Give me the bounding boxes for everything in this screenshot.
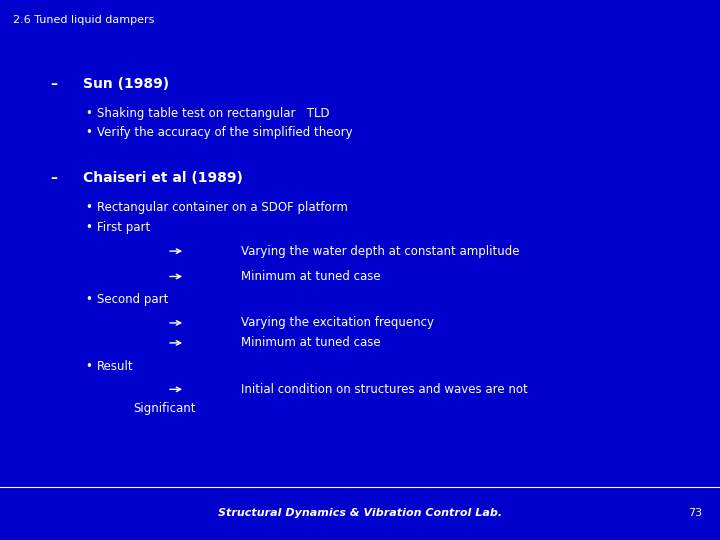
Text: First part: First part [97, 221, 150, 234]
Text: •: • [86, 201, 93, 214]
Text: –: – [50, 77, 58, 91]
Text: •: • [86, 293, 93, 306]
Text: Minimum at tuned case: Minimum at tuned case [241, 270, 381, 283]
Text: Minimum at tuned case: Minimum at tuned case [241, 336, 381, 349]
Text: 2.6 Tuned liquid dampers: 2.6 Tuned liquid dampers [13, 15, 154, 25]
Text: •: • [86, 107, 93, 120]
Text: Shaking table test on rectangular   TLD: Shaking table test on rectangular TLD [97, 107, 330, 120]
Text: Sun (1989): Sun (1989) [83, 77, 169, 91]
Text: Significant: Significant [133, 402, 196, 415]
Text: Chaiseri et al (1989): Chaiseri et al (1989) [83, 171, 243, 185]
Text: Varying the water depth at constant amplitude: Varying the water depth at constant ampl… [241, 245, 520, 258]
Text: Second part: Second part [97, 293, 168, 306]
Text: •: • [86, 221, 93, 234]
Text: Verify the accuracy of the simplified theory: Verify the accuracy of the simplified th… [97, 126, 353, 139]
Text: Rectangular container on a SDOF platform: Rectangular container on a SDOF platform [97, 201, 348, 214]
Text: Initial condition on structures and waves are not: Initial condition on structures and wave… [241, 383, 528, 396]
Text: 73: 73 [688, 508, 702, 518]
Text: •: • [86, 126, 93, 139]
Text: Result: Result [97, 360, 134, 373]
Text: –: – [50, 171, 58, 185]
Text: Varying the excitation frequency: Varying the excitation frequency [241, 316, 434, 329]
Text: •: • [86, 360, 93, 373]
Text: Structural Dynamics & Vibration Control Lab.: Structural Dynamics & Vibration Control … [218, 508, 502, 518]
